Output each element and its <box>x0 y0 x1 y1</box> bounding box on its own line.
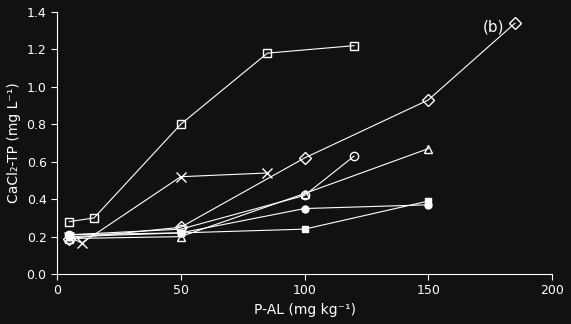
Text: (b): (b) <box>483 20 504 35</box>
X-axis label: P-AL (mg kg⁻¹): P-AL (mg kg⁻¹) <box>254 303 356 317</box>
Y-axis label: CaCl₂-TP (mg L⁻¹): CaCl₂-TP (mg L⁻¹) <box>7 83 21 203</box>
